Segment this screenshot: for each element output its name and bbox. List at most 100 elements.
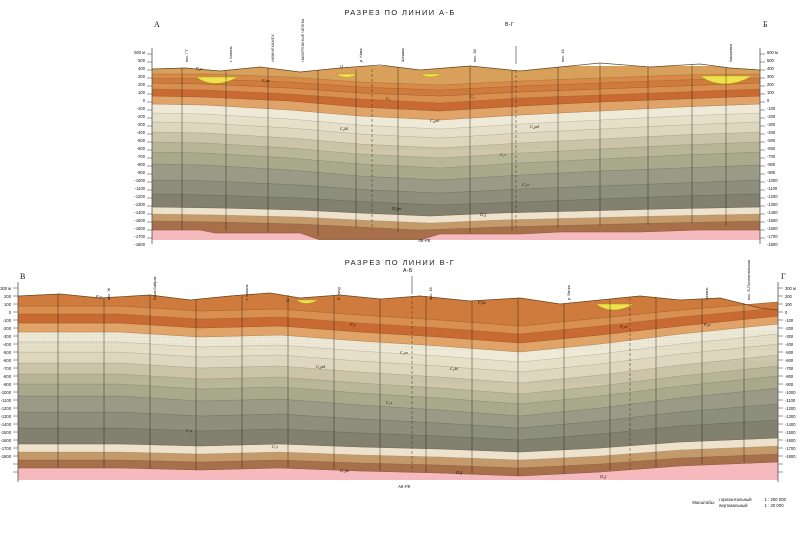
unit-annot-a-11: D₃f: [480, 212, 486, 217]
axis-label-b-left-9: -600: [2, 358, 11, 363]
axis-label-b-left-13: -1000: [0, 390, 11, 395]
axis-label-b-right-7: -400: [785, 342, 794, 347]
axis-label-b-left-4: -100: [2, 318, 11, 323]
unit-annot-a-5: C₂pd: [430, 118, 439, 123]
axis-label-b-left-top: 300 м: [0, 286, 11, 291]
axis-label-a-right-21: -1500: [767, 218, 778, 223]
quaternary-lens-1: [195, 76, 239, 84]
unit-annot-a-10: D₃fm: [392, 206, 402, 211]
unit-annot-a-9: C₁a: [522, 182, 529, 187]
unit-annot-a-2: Q: [340, 64, 344, 69]
place-label-b-1: Кзыл-Байрак: [152, 276, 157, 300]
borehole-lines-a: [181, 63, 727, 236]
place-label-a-5: Шешма: [400, 48, 405, 62]
axis-label-b-left-19: -1600: [0, 438, 11, 443]
cross-section-a-b: [0, 18, 800, 248]
endpoint-b-right: Г: [781, 272, 786, 281]
axis-label-a-left-9: -300: [136, 122, 145, 127]
section-title-v-g: РАЗРЕЗ ПО ЛИНИИ В-Г: [344, 258, 456, 267]
axis-label-b-right-13: -1000: [785, 390, 796, 395]
cross-section-v-g-graphic: [13, 276, 783, 482]
axis-label-a-left-8: -200: [136, 114, 145, 119]
unit-annot-b-5: P₂u: [704, 322, 711, 327]
unit-annot-a-6: C₂pd: [530, 124, 539, 129]
unit-annot-b-8: C₂kš: [450, 366, 459, 371]
axis-label-b-right-3: 0: [785, 310, 788, 315]
axis-label-a-right-9: -300: [767, 122, 776, 127]
axis-label-a-right-top: 600 м: [767, 50, 778, 55]
axis-label-b-left-1: 200: [4, 294, 11, 299]
cross-section-v-g: [0, 268, 800, 490]
axis-label-b-right-12: -900: [785, 382, 794, 387]
axis-label-a-left-14: -800: [136, 162, 145, 167]
axis-label-a-right-14: -800: [767, 162, 776, 167]
axis-label-a-left-5: 100: [138, 90, 145, 95]
place-label-b-2: г. Казань: [244, 284, 249, 300]
quaternary-lens-4: [419, 73, 443, 78]
axis-label-a-right-23: -1700: [767, 234, 778, 239]
axis-label-a-right-4: 200: [767, 82, 774, 87]
axis-label-a-right-2: 400: [767, 66, 774, 71]
crossing-lines-a: [371, 69, 517, 231]
axis-label-a-left-21: -1500: [134, 218, 145, 223]
axis-label-a-left-top: 600 м: [134, 50, 145, 55]
axis-label-b-right-10: -700: [785, 366, 794, 371]
axis-label-b-right-16: -1300: [785, 414, 796, 419]
axis-label-b-left-6: -300: [2, 334, 11, 339]
quaternary-lens-3: [335, 73, 359, 78]
axis-label-b-right-18: -1500: [785, 430, 796, 435]
scale-label: Масштабы:: [692, 500, 716, 506]
axis-label-b-right-top: 300 м: [785, 286, 796, 291]
quaternary-lens-b-2: [295, 299, 319, 304]
axis-label-a-left-18: -1200: [134, 194, 145, 199]
axis-label-b-right-20: -1700: [785, 446, 796, 451]
place-label-a-1: г. Казань: [228, 46, 233, 62]
topography-line-b: [17, 292, 779, 311]
axis-label-a-left-7: -100: [136, 106, 145, 111]
axis-label-b-right-1: 200: [785, 294, 792, 299]
place-label-a-0: пос. ГТ: [184, 49, 189, 62]
axis-label-a-left-2: 400: [138, 66, 145, 71]
place-label-b-6: Казань: [704, 287, 709, 300]
unit-annot-a-0: P₂u: [196, 66, 203, 71]
axis-label-a-left-6: 0: [142, 98, 145, 103]
unit-annot-b-14: D₃f: [600, 474, 606, 479]
axis-label-b-right-14: -1100: [785, 398, 796, 403]
axis-label-a-left-16: -1000: [134, 178, 145, 183]
place-label-b-4: пос. 16: [428, 287, 433, 300]
unit-annot-b-7: C₂pd: [316, 364, 325, 369]
axis-label-a-right-19: -1300: [767, 202, 778, 207]
unit-annot-a-4: C₃: [470, 94, 475, 99]
unit-annot-b-15: AR-PR: [398, 484, 411, 489]
axis-label-a-right-17: -1100: [767, 186, 778, 191]
endpoint-b-left: В: [20, 272, 26, 281]
axis-label-b-left-14: -1100: [0, 398, 11, 403]
axis-label-a-right-18: -1200: [767, 194, 778, 199]
unit-annot-b-0: P₂u: [96, 294, 103, 299]
axis-label-b-left-10: -700: [2, 366, 11, 371]
axis-label-b-right-17: -1400: [785, 422, 796, 427]
axis-label-b-left-11: -800: [2, 374, 11, 379]
crossing-lines-b: [411, 296, 631, 472]
place-label-a-3: НАБЕРЕЖНЫЕ ЧЕЛНЫ: [300, 18, 305, 62]
axis-label-a-right-20: -1400: [767, 210, 778, 215]
axis-label-a-left-10: -400: [136, 130, 145, 135]
unit-annot-a-3: C₃: [386, 96, 391, 101]
place-label-a-6: пос. 38: [472, 49, 477, 62]
scale-row-0-name: горизонтальный: [719, 497, 752, 503]
unit-annot-a-8: C₁t: [500, 152, 506, 157]
cross-section-a-b-graphic: [147, 46, 765, 244]
axis-label-a-right-1: 500: [767, 58, 774, 63]
axis-label-b-right-6: -300: [785, 334, 794, 339]
topography-line-a: [151, 62, 761, 73]
axis-label-b-left-17: -1400: [0, 422, 11, 427]
unit-annot-b-12: D₃fm: [340, 468, 350, 473]
place-label-b-7: пос. Б-Посельнинская: [746, 260, 751, 300]
unit-annot-b-10: C₁s: [386, 400, 393, 405]
axis-label-a-right-10: -400: [767, 130, 776, 135]
axis-label-a-left-20: -1400: [134, 210, 145, 215]
axis-label-a-right-22: -1600: [767, 226, 778, 231]
unit-annot-a-1: P₁ar: [262, 78, 271, 83]
axis-label-a-right-6: 0: [767, 98, 770, 103]
unit-annot-b-6: C₂m: [400, 350, 408, 355]
